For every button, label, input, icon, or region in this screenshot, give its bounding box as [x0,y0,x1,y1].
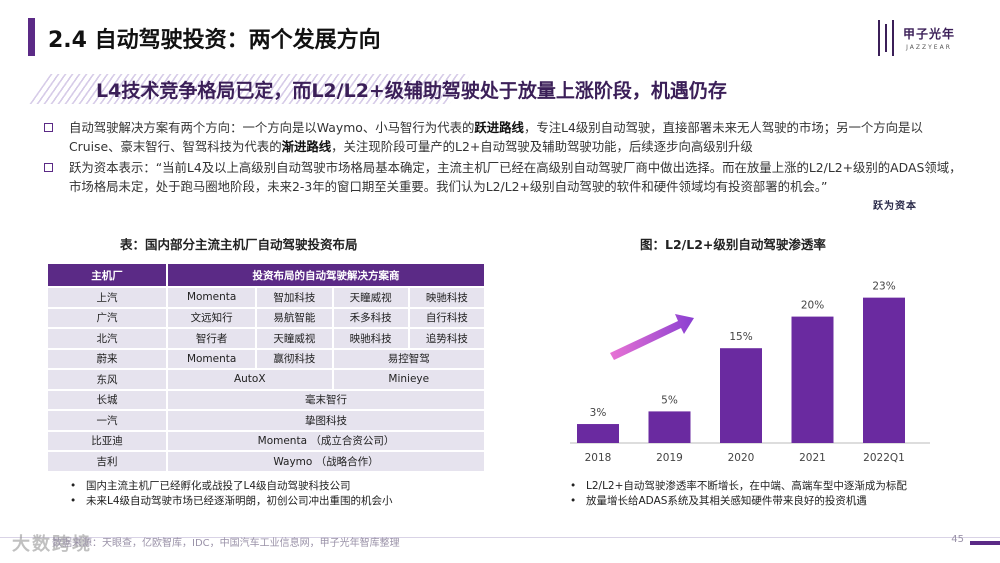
note-item: • L2/L2+自动驾驶渗透率不断增长，在中端、高端车型中逐渐成为标配 [570,480,907,492]
x-tick-label: 2020 [728,452,755,464]
bar [577,424,619,443]
title-accent-bar [28,18,35,56]
note-item: • 放量增长给ADAS系统及其相关感知硬件带来良好的投资机遇 [570,495,867,507]
table-cell-brand: 广汽 [48,308,166,327]
page-title: 2.4 自动驾驶投资：两个发展方向 [48,28,381,53]
x-tick-label: 2021 [799,452,826,464]
bullet-list: 自动驾驶解决方案有两个方向：一个方向是以Waymo、小马智行为代表的跃进路线，专… [44,118,964,198]
table-cell-brand: 比亚迪 [48,431,166,450]
table-header-solutions: 投资布局的自动驾驶解决方案商 [168,264,484,286]
jazzyear-logo-icon [878,20,894,56]
table-cell-solution: 文远知行 [168,308,256,327]
table-cell-solution: Momenta （成立合资公司） [168,431,484,450]
page-number: 45 [951,534,964,545]
watermark: 大数跨境 [12,534,92,555]
table-row: 吉利 Waymo （战略合作） [48,452,484,471]
bullet-text: 自动驾驶解决方案有两个方向：一个方向是以Waymo、小马智行为代表的跃进路线，专… [69,120,923,154]
chart-notes: • L2/L2+自动驾驶渗透率不断增长，在中端、高端车型中逐渐成为标配 • 放量增长… [570,479,907,509]
note-item: • 未来L4级自动驾驶市场已经逐渐明朗，初创公司冲出重围的机会小 [70,495,393,507]
chart-title: 图：L2/L2+级别自动驾驶渗透率 [640,237,826,252]
table-cell-brand: 北汽 [48,329,166,348]
corner-accent [970,541,1000,545]
headline-banner: L4技术竞争格局已定，而L2/L2+级辅助驾驶处于放量上涨阶段，机遇仍存 [29,70,960,108]
bar [648,411,691,443]
table-cell-solution: 映驰科技 [409,288,484,307]
table-cell-solution: 挚图科技 [168,411,484,430]
source-mark: 跃为资本 [873,201,917,212]
table-cell-solution: 智行者 [168,329,256,348]
table-row: 长城 毫末智行 [48,390,484,409]
table-cell-brand: 东风 [48,370,166,389]
logo-chinese-name: 甲子光年 [903,27,956,41]
table-header-brand: 主机厂 [48,264,166,286]
bar-value-label: 20% [801,300,824,312]
table-row: 东风 AutoX Minieye [48,370,484,389]
table-cell-brand: 蔚来 [48,349,166,368]
bar [863,297,905,443]
bar-value-label: 15% [729,331,752,343]
table-row: 蔚来 Momenta 赢彻科技 易控智驾 [48,349,484,368]
table-row: 一汽 挚图科技 [48,411,484,430]
bar-value-label: 3% [590,407,607,419]
footer-divider [0,537,1000,538]
table-cell-solution: 天瞳威视 [257,329,332,348]
table-cell-solution: Minieye [333,370,484,389]
table-title: 表：国内部分主流主机厂自动驾驶投资布局 [120,237,358,252]
table-cell-brand: 上汽 [48,288,166,307]
table-cell-solution: 赢彻科技 [257,349,332,368]
table-cell-solution: 毫末智行 [168,390,484,409]
logo-english-name: JAZZYEAR [906,44,952,51]
investment-table: 主机厂 投资布局的自动驾驶解决方案商 上汽 Momenta 智加科技 天瞳威视 映驰科技… [46,262,486,473]
table-cell-brand: 吉利 [48,452,166,471]
bullet-square-icon [44,163,53,172]
x-tick-label: 2018 [585,452,612,464]
bullet-text: 跃为资本表示：“当前L4及以上高级别自动驾驶市场格局基本确定，主流主机厂已经在高… [69,160,962,194]
table-cell-solution: 映驰科技 [333,329,408,348]
table-cell-solution: 自行科技 [409,308,484,327]
table-cell-solution: Momenta [168,288,256,307]
table-cell-solution: 天瞳威视 [333,288,408,307]
bar-value-label: 5% [661,394,678,406]
table-cell-solution: 易控智驾 [333,349,484,368]
bullet-square-icon [44,123,53,132]
table-row: 广汽 文远知行 易航智能 禾多科技 自行科技 [48,308,484,327]
footer-source: 数据来源：天眼查，亿欧智库，IDC，中国汽车工业信息网，甲子光年智库整理 [52,538,400,549]
bar [791,316,834,443]
bullet-item: 自动驾驶解决方案有两个方向：一个方向是以Waymo、小马智行为代表的跃进路线，专… [44,118,964,156]
bullet-item: 跃为资本表示：“当前L4及以上高级别自动驾驶市场格局基本确定，主流主机厂已经在高… [44,158,964,196]
table-cell-solution: 追势科技 [409,329,484,348]
table-cell-solution: 智加科技 [257,288,332,307]
table-cell-solution: AutoX [168,370,332,389]
table-row: 北汽 智行者 天瞳威视 映驰科技 追势科技 [48,329,484,348]
headline-text: L4技术竞争格局已定，而L2/L2+级辅助驾驶处于放量上涨阶段，机遇仍存 [96,80,727,102]
table-notes: • 国内主流主机厂已经孵化或战投了L4级自动驾驶科技公司 • 未来L4级自动驾驶市场… [70,479,393,509]
table-cell-solution: Waymo （战略合作） [168,452,484,471]
table-cell-brand: 长城 [48,390,166,409]
x-tick-label: 2022Q1 [863,452,905,464]
table-cell-solution: 禾多科技 [333,308,408,327]
penetration-bar-chart: 3% 2018 5% 2019 15% 2020 20% 2021 23% 2022Q1 [570,281,930,464]
bar [720,348,762,443]
table-row: 上汽 Momenta 智加科技 天瞳威视 映驰科技 [48,288,484,307]
table-row: 比亚迪 Momenta （成立合资公司） [48,431,484,450]
brand-logo: 甲子光年 JAZZYEAR [875,16,970,60]
table-cell-solution: 易航智能 [257,308,332,327]
x-tick-label: 2019 [656,452,683,464]
bar-value-label: 23% [872,281,895,293]
note-item: • 国内主流主机厂已经孵化或战投了L4级自动驾驶科技公司 [70,480,351,492]
table-cell-solution: Momenta [168,349,256,368]
trend-arrow-icon [610,314,694,360]
table-cell-brand: 一汽 [48,411,166,430]
